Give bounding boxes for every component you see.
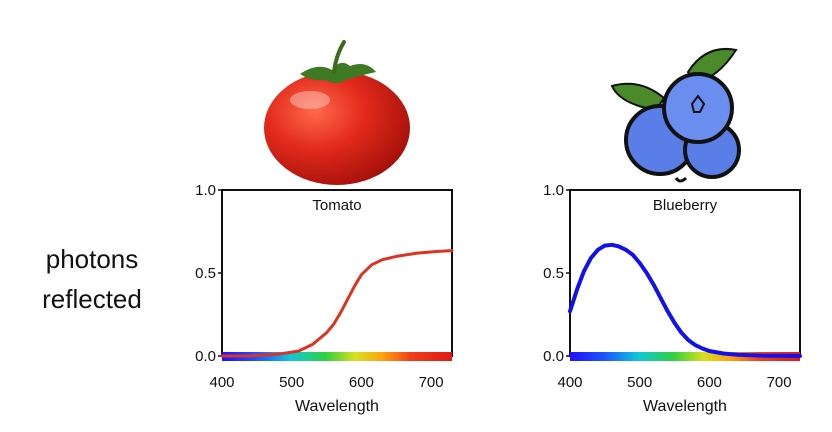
tomato-reflectance-line [220,249,454,358]
tomato-illustration [264,40,410,185]
y-axis-label-line2: reflected [42,284,142,314]
tomato-plot-frame [221,189,453,357]
tomato-y-tick-label: 1.0 [195,182,216,199]
blueberry-x-tick-label: 600 [697,374,722,391]
blueberry-illustration [610,48,741,183]
blueberry-x-tick-label: 700 [767,374,792,391]
blueberry-y-tick-label: 0.5 [543,265,564,282]
tomato-x-tick-label: 500 [279,374,304,391]
tomato-x-tick-label: 600 [349,374,374,391]
blueberry-y-tick-label: 0.0 [543,348,564,365]
tomato-chart: Tomato 0.0 0.5 1.0 400 500 600 700 Wavelength [195,182,454,415]
blueberry-chart: Blueberry 0.0 0.5 1.0 400 500 600 700 Wavelength [543,182,802,415]
blueberry-reflectance-line [568,242,802,358]
blueberry-x-tick-label: 500 [627,374,652,391]
y-axis-label-line1: photons [46,244,139,274]
tomato-x-tick-label: 400 [209,374,234,391]
tomato-x-axis-label: Wavelength [295,398,379,415]
blueberry-plot-frame [569,189,801,357]
blueberry-y-tick-label: 1.0 [543,182,564,199]
tomato-y-tick-label: 0.5 [195,265,216,282]
tomato-spectrum-bar [222,352,452,361]
blueberry-x-tick-label: 400 [557,374,582,391]
blueberry-chart-title: Blueberry [653,197,718,214]
tomato-x-tick-label: 700 [419,374,444,391]
blueberry-x-axis-label: Wavelength [643,398,727,415]
tomato-chart-title: Tomato [312,197,361,214]
tomato-y-tick-label: 0.0 [195,348,216,365]
blueberry-spectrum-bar [570,352,800,361]
